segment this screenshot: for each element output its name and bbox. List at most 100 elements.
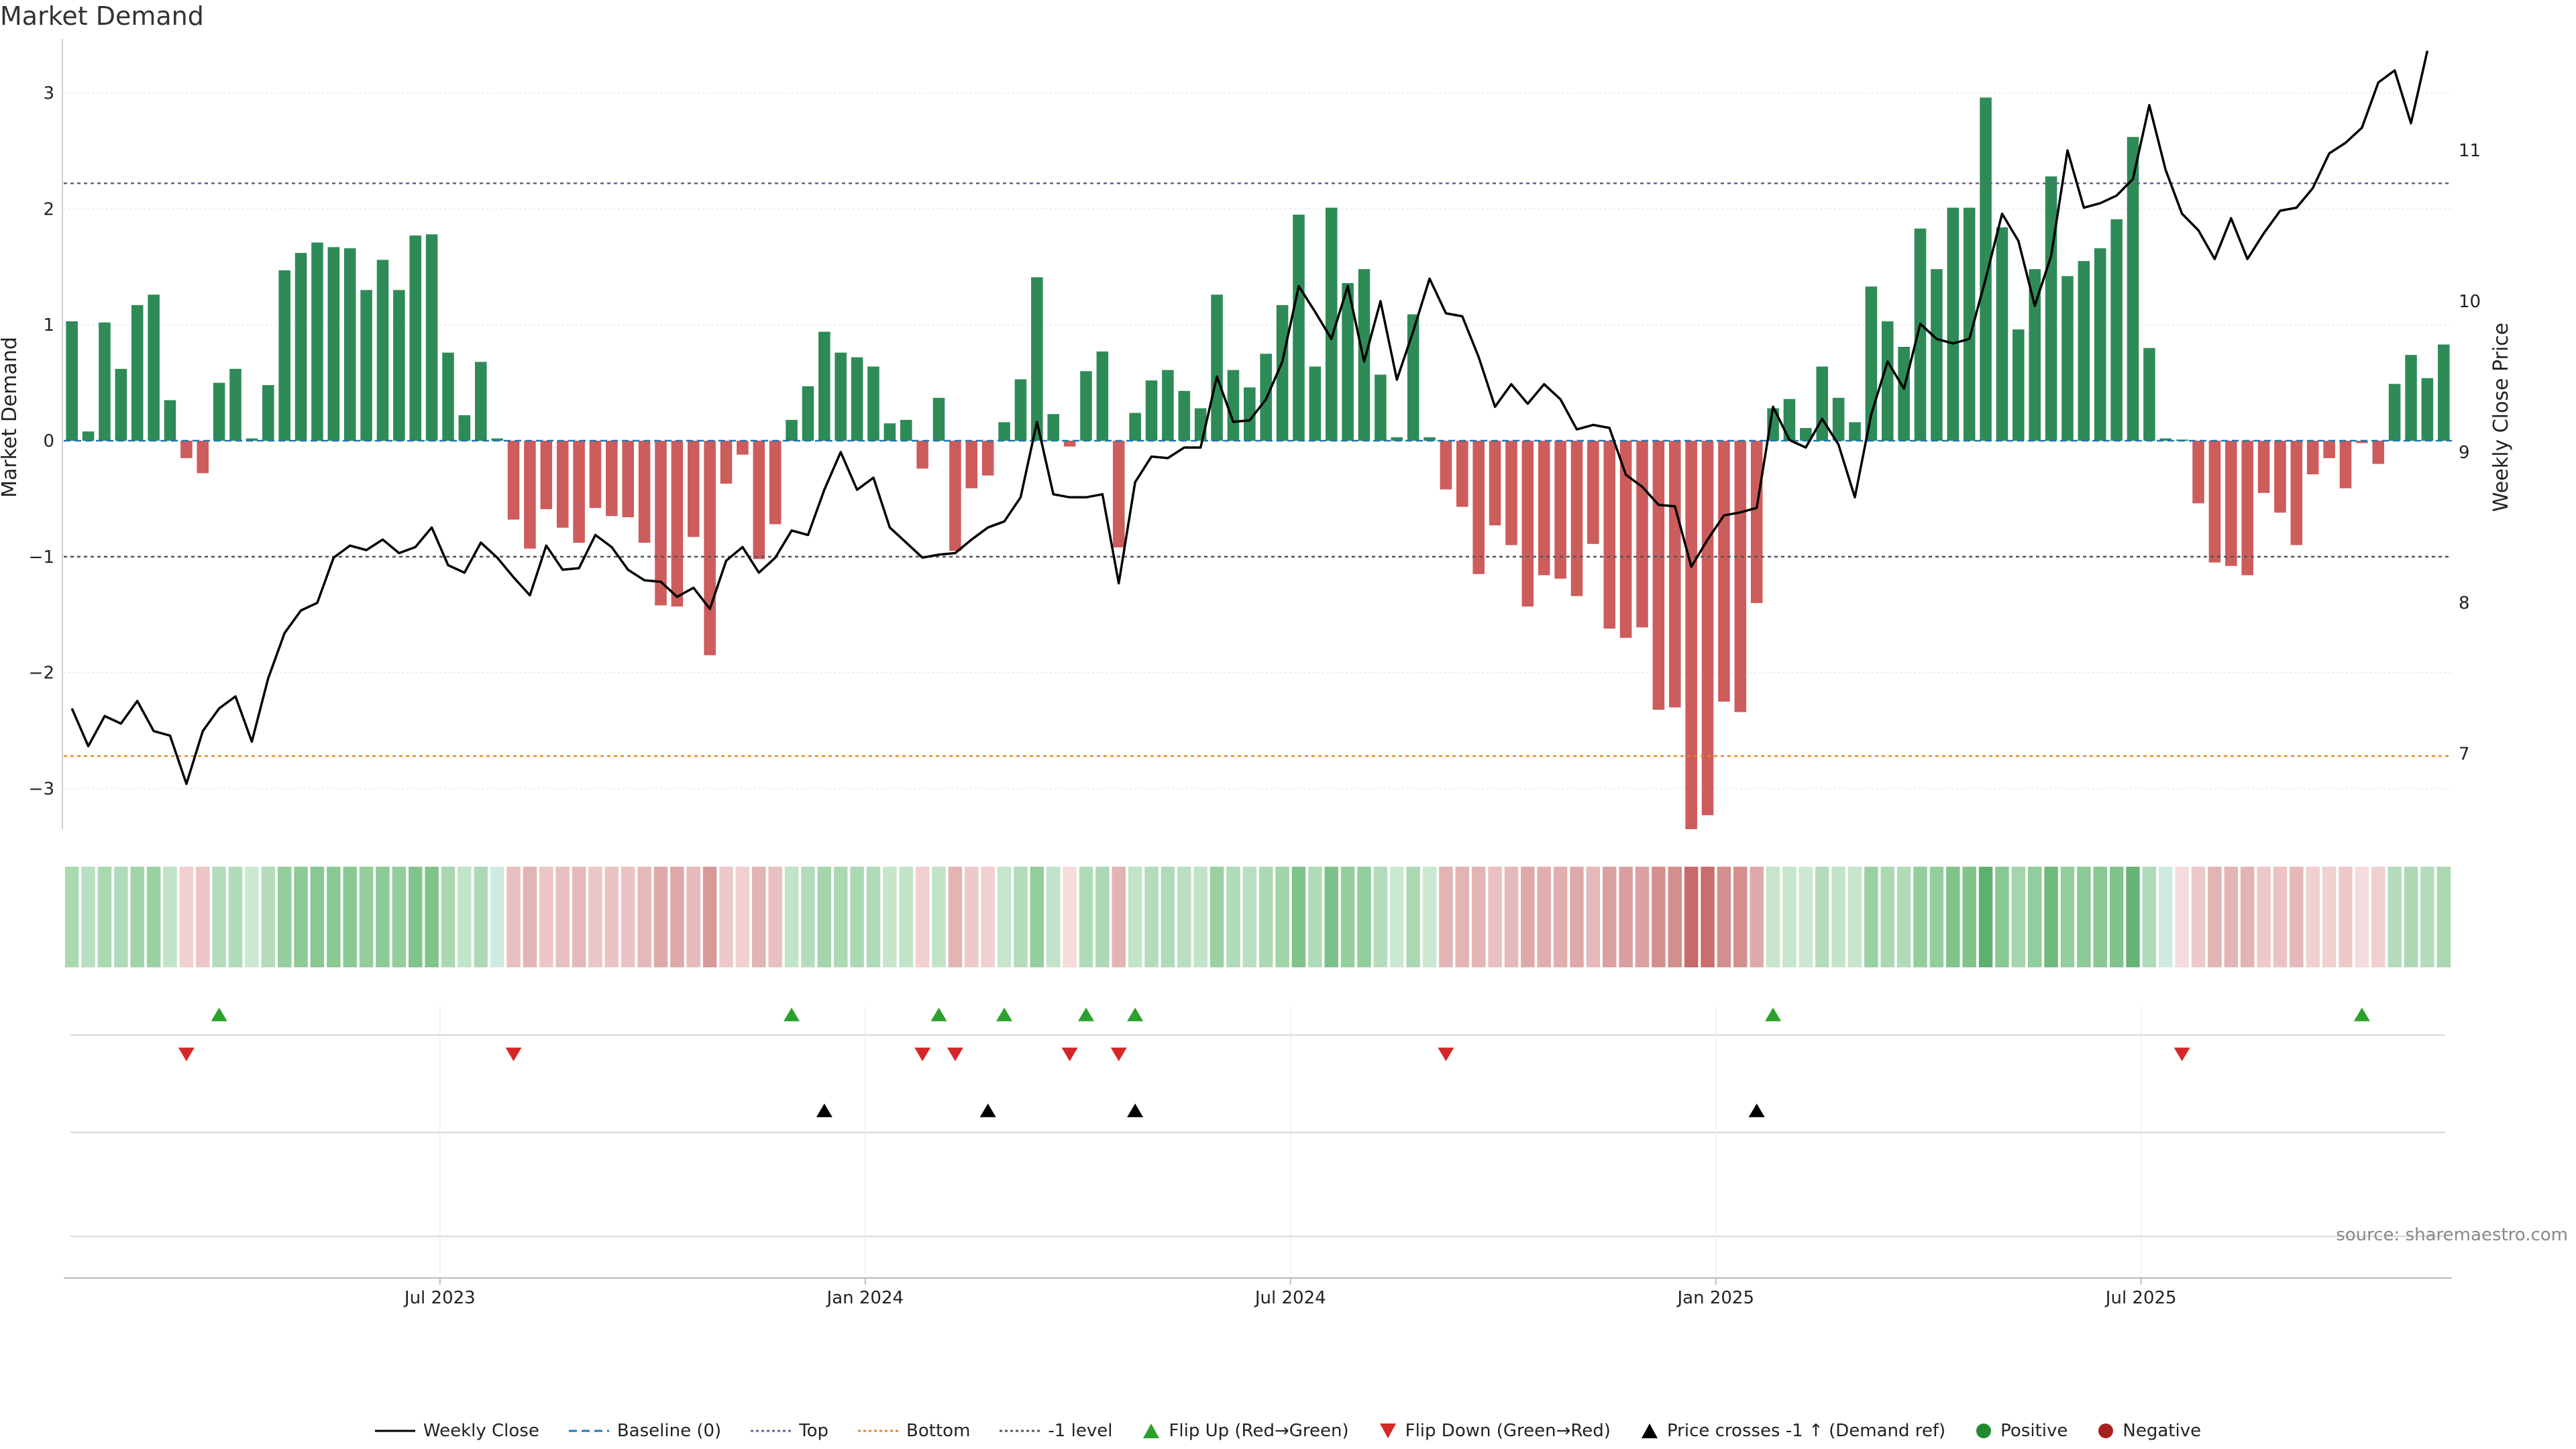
strip-cell — [572, 867, 586, 967]
strip-cell — [981, 867, 995, 967]
demand-bar — [2029, 269, 2041, 441]
chart-legend: Weekly Close Baseline (0) Top Bottom -1 leve… — [0, 1417, 2576, 1444]
strip-cell — [1471, 867, 1486, 967]
strip-cell — [506, 867, 521, 967]
flip-up-marker — [930, 1008, 947, 1022]
strip-cell — [425, 867, 439, 967]
strip-cell — [97, 867, 112, 967]
strip-cell — [2142, 867, 2157, 967]
strip-cell — [523, 867, 537, 967]
demand-bar — [965, 441, 978, 488]
strip-cell — [1962, 867, 1976, 967]
strip-cell — [277, 867, 292, 967]
strip-cell — [294, 867, 308, 967]
strip-cell — [670, 867, 684, 967]
demand-bar — [2290, 441, 2303, 545]
legend-label: Negative — [2123, 1421, 2202, 1441]
legend-label: Top — [799, 1421, 829, 1441]
demand-bar — [229, 368, 241, 441]
demand-bar — [1619, 441, 1632, 638]
demand-bar — [2094, 248, 2106, 441]
strip-cell — [965, 867, 979, 967]
strip-cell — [1717, 867, 1731, 967]
strip-cell — [1635, 867, 1650, 967]
strip-cell — [784, 867, 799, 967]
demand-bar — [589, 441, 602, 508]
strip-cell — [1128, 867, 1142, 967]
demand-bar — [1145, 380, 1158, 441]
demand-bar — [1063, 441, 1076, 447]
strip-cell — [539, 867, 553, 967]
demand-bar — [2192, 441, 2204, 504]
demand-bar — [2323, 441, 2335, 458]
strip-cell — [2306, 867, 2320, 967]
demand-bar — [573, 441, 585, 543]
strip-cell — [2436, 867, 2451, 967]
demand-bar — [1227, 370, 1240, 441]
price-cross-marker — [1127, 1104, 1144, 1118]
demand-bar — [425, 234, 438, 441]
flip-down-marker — [2174, 1047, 2190, 1061]
y2-tick-label: 10 — [2459, 292, 2481, 312]
strip-cell — [1291, 867, 1306, 967]
strip-cell — [1603, 867, 1617, 967]
demand-bar — [360, 290, 372, 441]
triangle-down-icon — [1379, 1424, 1396, 1438]
demand-bar — [1047, 414, 1059, 441]
strip-cell — [1373, 867, 1388, 967]
demand-bar — [1309, 366, 1322, 441]
strip-cell — [1357, 867, 1371, 967]
demand-bar — [687, 441, 700, 537]
strip-cell — [2126, 867, 2140, 967]
demand-bar — [2274, 441, 2286, 513]
demand-bar — [1031, 277, 1043, 441]
demand-bar — [1767, 408, 1779, 441]
demand-bar — [1849, 422, 1861, 441]
demand-bar — [981, 441, 994, 476]
y-tick-label: 0 — [43, 431, 54, 451]
strip-cell — [735, 867, 750, 967]
strip-cell — [310, 867, 325, 967]
demand-bar — [1407, 314, 1419, 441]
demand-bar — [1162, 370, 1174, 441]
demand-bar — [2127, 137, 2139, 441]
strip-cell — [1880, 867, 1895, 967]
strip-cell — [2290, 867, 2304, 967]
demand-bar — [1342, 282, 1354, 441]
strip-cell — [327, 867, 341, 967]
demand-bar — [1980, 97, 1992, 441]
demand-bar — [1538, 441, 1550, 576]
demand-bar — [1211, 294, 1223, 441]
flip-up-marker — [211, 1008, 227, 1022]
demand-bar — [66, 321, 78, 441]
demand-bar — [1276, 305, 1289, 441]
demand-bar — [2388, 384, 2401, 441]
demand-bar — [294, 253, 307, 441]
demand-bar — [540, 441, 553, 509]
strip-cell — [833, 867, 848, 967]
price-cross-marker — [816, 1104, 833, 1118]
demand-bar — [1587, 441, 1599, 544]
demand-bar — [1521, 441, 1534, 607]
strip-cell — [1095, 867, 1110, 967]
circle-icon — [1976, 1424, 1992, 1438]
strip-cell — [2027, 867, 2042, 967]
legend-item: Weekly Close — [374, 1421, 539, 1441]
strip-cell — [1210, 867, 1224, 967]
strip-cell — [752, 867, 766, 967]
demand-bar — [1652, 441, 1665, 710]
y2-axis-label: Weekly Close Price — [2489, 323, 2513, 512]
demand-bar — [1325, 207, 1338, 441]
demand-bar — [1244, 387, 1256, 441]
demand-bar — [1570, 441, 1583, 596]
strip-cell — [1324, 867, 1338, 967]
strip-cell — [2159, 867, 2173, 967]
legend-label: Positive — [2000, 1421, 2068, 1441]
demand-bar — [769, 441, 782, 525]
demand-bar — [213, 382, 225, 441]
x-tick-label: Jan 2024 — [826, 1288, 904, 1308]
demand-bar — [704, 441, 716, 655]
legend-item: Bottom — [858, 1421, 970, 1441]
y-tick-label: −1 — [29, 547, 54, 568]
